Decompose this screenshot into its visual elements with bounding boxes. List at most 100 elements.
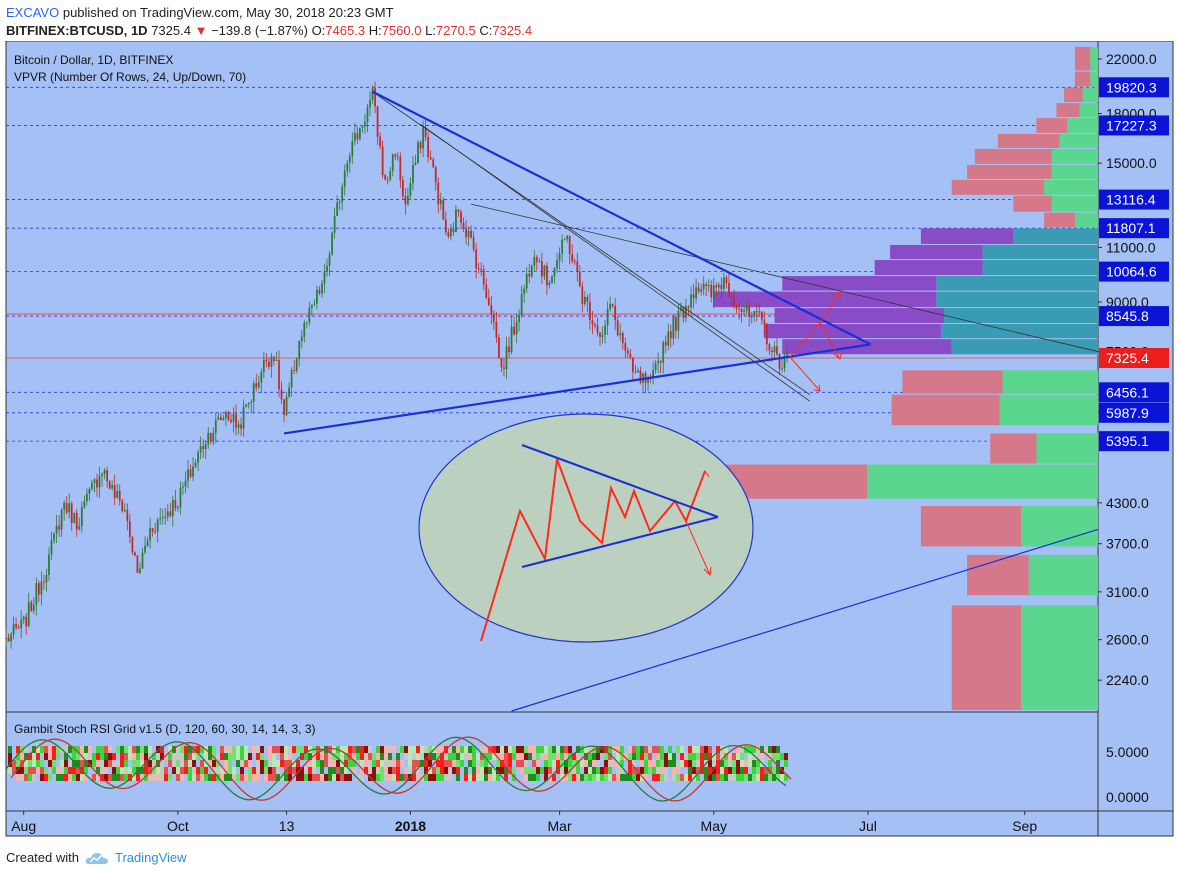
- candle-body: [417, 142, 419, 164]
- candle-body: [171, 499, 174, 516]
- oscillator-grid-cell: [432, 767, 436, 774]
- candle-body: [707, 284, 710, 286]
- oscillator-grid-cell: [420, 746, 424, 753]
- candle-body: [695, 287, 697, 299]
- candle-body: [164, 516, 167, 518]
- oscillator-grid-cell: [176, 753, 180, 760]
- oscillator-grid-cell: [708, 753, 712, 760]
- oscillator-grid-cell: [644, 753, 648, 760]
- oscillator-grid-cell: [548, 760, 552, 767]
- price-chart-svg[interactable]: 5.00000.000022000.018000.015000.011000.0…: [0, 40, 1177, 841]
- oscillator-legend: Gambit Stoch RSI Grid v1.5 (D, 120, 60, …: [14, 722, 315, 736]
- oscillator-grid-cell: [772, 746, 776, 753]
- oscillator-grid-cell: [524, 753, 528, 760]
- oscillator-grid-cell: [556, 746, 560, 753]
- oscillator-grid-cell: [68, 746, 72, 753]
- volume-profile-down-bar: [951, 605, 1021, 710]
- oscillator-grid-cell: [268, 753, 272, 760]
- volume-profile-up-bar: [1044, 179, 1098, 195]
- footer: Created with TradingView: [6, 850, 187, 865]
- oscillator-grid-cell: [544, 774, 548, 781]
- oscillator-grid-cell: [584, 767, 588, 774]
- candle-body: [773, 346, 776, 353]
- oscillator-grid-cell: [276, 746, 280, 753]
- oscillator-grid-cell: [232, 753, 236, 760]
- oscillator-grid-cell: [416, 746, 420, 753]
- oscillator-grid-cell: [596, 774, 600, 781]
- oscillator-grid-cell: [500, 746, 504, 753]
- publisher-link[interactable]: EXCAVO: [6, 5, 60, 20]
- oscillator-grid-cell: [568, 760, 572, 767]
- candle-body: [103, 470, 106, 475]
- oscillator-grid-cell: [388, 774, 392, 781]
- oscillator-grid-cell: [424, 767, 428, 774]
- oscillator-grid-cell: [144, 767, 148, 774]
- candle-body: [515, 321, 518, 335]
- oscillator-grid-cell: [632, 746, 636, 753]
- oscillator-grid-cell: [200, 767, 204, 774]
- oscillator-grid-cell: [760, 767, 764, 774]
- oscillator-grid-cell: [180, 746, 184, 753]
- oscillator-grid-cell: [740, 767, 744, 774]
- oscillator-grid-cell: [736, 767, 740, 774]
- candle-body: [12, 624, 15, 635]
- oscillator-grid-cell: [636, 767, 640, 774]
- oscillator-grid-cell: [336, 774, 340, 781]
- oscillator-grid-cell: [124, 760, 128, 767]
- candle-body: [93, 479, 96, 484]
- oscillator-grid-cell: [132, 753, 136, 760]
- volume-profile-up-bar: [1090, 71, 1098, 87]
- oscillator-grid-cell: [460, 753, 464, 760]
- oscillator-grid-cell: [564, 774, 568, 781]
- oscillator-grid-cell: [580, 746, 584, 753]
- oscillator-grid-cell: [188, 774, 192, 781]
- oscillator-grid-cell: [484, 767, 488, 774]
- thin-trendline: [420, 123, 811, 402]
- oscillator-grid-cell: [392, 760, 396, 767]
- oscillator-grid-cell: [108, 760, 112, 767]
- oscillator-grid-cell: [124, 767, 128, 774]
- candle-body: [32, 604, 35, 611]
- oscillator-grid-cell: [88, 760, 92, 767]
- oscillator-grid-cell: [176, 767, 180, 774]
- oscillator-grid-cell: [252, 774, 256, 781]
- oscillator-grid-cell: [228, 760, 232, 767]
- oscillator-grid-cell: [696, 746, 700, 753]
- volume-profile-down-bar: [990, 433, 1037, 464]
- oscillator-grid-cell: [372, 760, 376, 767]
- oscillator-grid-cell: [80, 746, 84, 753]
- oscillator-grid-cell: [408, 767, 412, 774]
- oscillator-grid-cell: [8, 746, 12, 753]
- oscillator-grid-cell: [100, 760, 104, 767]
- candle-body: [328, 254, 331, 266]
- publish-line: EXCAVO published on TradingView.com, May…: [6, 4, 532, 22]
- oscillator-grid-cell: [352, 746, 356, 753]
- candle-body: [419, 142, 422, 149]
- chart-area[interactable]: 5.0000 0.0000 22000.0 18000.0 15000.0 11000.0…: [0, 40, 1177, 841]
- oscillator-grid-cell: [136, 753, 140, 760]
- tradingview-link[interactable]: TradingView: [114, 850, 187, 865]
- oscillator-grid-cell: [716, 746, 720, 753]
- oscillator-grid-cell: [340, 753, 344, 760]
- oscillator-grid-cell: [712, 760, 716, 767]
- oscillator-grid-cell: [124, 746, 128, 753]
- oscillator-grid-cell: [256, 760, 260, 767]
- oscillator-grid-cell: [588, 767, 592, 774]
- oscillator-grid-cell: [204, 767, 208, 774]
- oscillator-grid-cell: [768, 767, 772, 774]
- oscillator-grid-cell: [60, 760, 64, 767]
- oscillator-grid-cell: [480, 753, 484, 760]
- candle-body: [346, 162, 349, 172]
- oscillator-grid-cell: [360, 753, 364, 760]
- candle-body: [399, 156, 402, 181]
- price-tick-label: 2600.0: [1106, 632, 1149, 648]
- oscillator-grid-cell: [68, 760, 72, 767]
- candle-body: [485, 284, 488, 298]
- oscillator-grid-cell: [664, 767, 668, 774]
- candle-body: [652, 370, 654, 378]
- oscillator-grid-cell: [596, 767, 600, 774]
- candle-body: [500, 358, 503, 368]
- oscillator-grid-cell: [96, 746, 100, 753]
- oscillator-grid-cell: [340, 760, 344, 767]
- oscillator-grid-cell: [352, 767, 356, 774]
